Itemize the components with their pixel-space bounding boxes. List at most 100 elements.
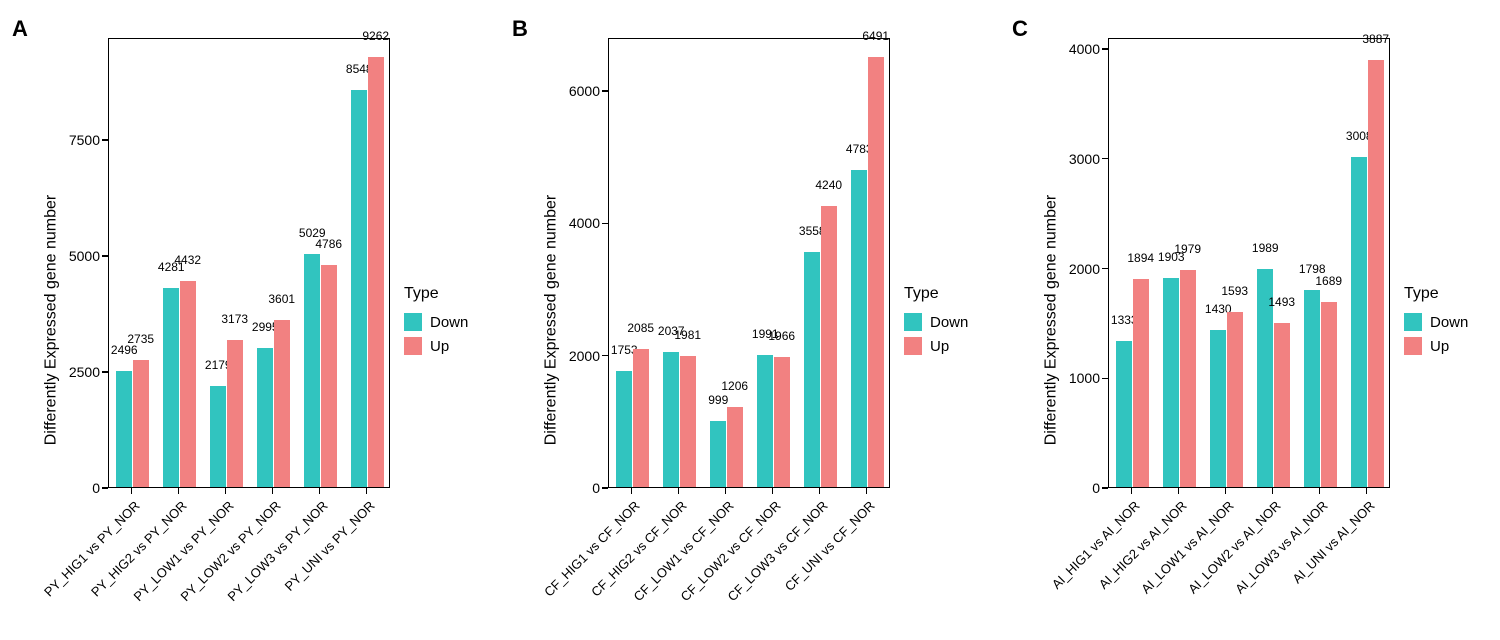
bar-value-label: 2735 <box>127 332 154 346</box>
legend-item-down: Down <box>404 313 500 331</box>
bar-down <box>163 288 179 487</box>
x-tick-label: AI_LOW1 vs AI_NOR <box>1138 498 1236 596</box>
x-tick-label: AI_HIG2 vs AI_NOR <box>1095 498 1189 592</box>
bar-down <box>663 352 679 487</box>
bar-value-label: 3173 <box>221 312 248 326</box>
bar-value-label: 1206 <box>721 379 748 393</box>
x-tick-mark <box>772 488 773 494</box>
legend-item-down: Down <box>904 313 1000 331</box>
legend-item-up: Up <box>404 337 500 355</box>
bar-down <box>1351 157 1367 487</box>
y-tick-label: 1000 <box>1069 370 1100 386</box>
legend-swatch <box>904 313 922 331</box>
bar-up <box>321 265 337 487</box>
x-tick-mark <box>1225 488 1226 494</box>
bar-up <box>727 407 743 487</box>
x-tick-mark <box>178 488 179 494</box>
legend-item-label: Down <box>930 314 968 331</box>
bar-up <box>274 320 290 487</box>
bar-up <box>227 340 243 487</box>
legend-swatch <box>1404 313 1422 331</box>
x-tick-mark <box>366 488 367 494</box>
bar-value-label: 4240 <box>815 178 842 192</box>
bar-up <box>868 57 884 487</box>
x-tick-mark <box>678 488 679 494</box>
bar-value-label: 1966 <box>768 329 795 343</box>
y-tick-label: 0 <box>92 480 100 496</box>
bar-down <box>304 254 320 487</box>
y-axis-title: Differently Expressed gene number <box>1040 10 1062 630</box>
bar-up <box>1368 60 1384 487</box>
bar-up <box>180 281 196 487</box>
x-tick-mark <box>866 488 867 494</box>
bar-up <box>1133 279 1149 487</box>
bar-value-label: 1689 <box>1315 274 1342 288</box>
legend-item-down: Down <box>1404 313 1500 331</box>
plot-area: 2496273542814432217931732995360150294786… <box>108 38 390 488</box>
legend: Type Down Up <box>390 10 500 630</box>
bar-down <box>804 252 820 487</box>
bar-up <box>821 206 837 487</box>
bar-value-label: 1979 <box>1174 242 1201 256</box>
bar-value-label: 1894 <box>1127 251 1154 265</box>
bar-value-label: 4432 <box>174 253 201 267</box>
legend-title: Type <box>404 285 500 303</box>
bar-up <box>680 356 696 487</box>
panel-label: B <box>512 16 528 42</box>
x-axis-ticks: PY_HIG1 vs PY_NORPY_HIG2 vs PY_NORPY_LOW… <box>108 488 390 630</box>
y-axis-title-text: Differently Expressed gene number <box>1042 195 1060 446</box>
x-tick-mark <box>272 488 273 494</box>
y-axis-title: Differently Expressed gene number <box>540 10 562 630</box>
bar-down <box>1116 341 1132 487</box>
bar-up <box>1227 312 1243 487</box>
x-tick-mark <box>725 488 726 494</box>
legend-title: Type <box>904 285 1000 303</box>
bar-up <box>1274 323 1290 487</box>
y-tick-label: 2000 <box>1069 261 1100 277</box>
x-tick-mark <box>631 488 632 494</box>
x-tick-mark <box>1319 488 1320 494</box>
x-tick-label: AI_LOW3 vs AI_NOR <box>1232 498 1330 596</box>
legend-item-up: Up <box>1404 337 1500 355</box>
panel-label: A <box>12 16 28 42</box>
bar-value-label: 999 <box>708 393 728 407</box>
y-axis-title-text: Differently Expressed gene number <box>42 195 60 446</box>
plot-area: 1333189419031979143015931989149317981689… <box>1108 38 1390 488</box>
bar-value-label: 1981 <box>674 328 701 342</box>
legend-item-label: Up <box>430 338 449 355</box>
legend-swatch <box>404 313 422 331</box>
bar-up <box>1321 302 1337 487</box>
y-tick-label: 0 <box>1092 480 1100 496</box>
bar-down <box>257 348 273 487</box>
y-axis-title: Differently Expressed gene number <box>40 10 62 630</box>
x-tick-mark <box>1272 488 1273 494</box>
bar-down <box>351 90 367 487</box>
legend-item-label: Down <box>1430 314 1468 331</box>
legend-item-label: Up <box>1430 338 1449 355</box>
bar-down <box>757 355 773 487</box>
legend-swatch <box>404 337 422 355</box>
x-tick-mark <box>319 488 320 494</box>
bar-value-label: 3601 <box>268 292 295 306</box>
bar-up <box>633 349 649 487</box>
legend: Type Down Up <box>1390 10 1500 630</box>
bar-up <box>133 360 149 487</box>
legend-title: Type <box>1404 285 1500 303</box>
panel-label: C <box>1012 16 1028 42</box>
x-tick-label: AI_UNI vs AI_NOR <box>1289 498 1377 586</box>
y-tick-label: 4000 <box>569 215 600 231</box>
legend-item-label: Down <box>430 314 468 331</box>
panel-A: ADifferently Expressed gene number025005… <box>0 0 500 640</box>
panel-B: BDifferently Expressed gene number020004… <box>500 0 1000 640</box>
bar-down <box>210 386 226 487</box>
x-axis-ticks: CF_HIG1 vs CF_NORCF_HIG2 vs CF_NORCF_LOW… <box>608 488 890 630</box>
y-tick-label: 7500 <box>69 132 100 148</box>
x-tick-mark <box>131 488 132 494</box>
bar-down <box>1304 290 1320 487</box>
x-tick-mark <box>1178 488 1179 494</box>
x-tick-label: AI_LOW2 vs AI_NOR <box>1185 498 1283 596</box>
y-tick-label: 4000 <box>1069 41 1100 57</box>
y-tick-label: 5000 <box>69 248 100 264</box>
bar-up <box>368 57 384 487</box>
bar-value-label: 1593 <box>1221 284 1248 298</box>
